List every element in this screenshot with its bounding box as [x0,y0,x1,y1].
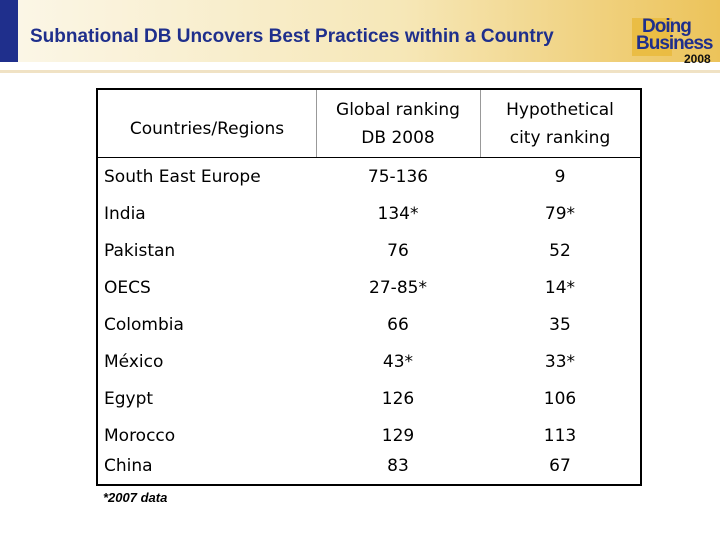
doing-business-logo: Doing Business 2008 [632,14,718,66]
header-hypothetical-city-ranking: Hypothetical city ranking [480,90,640,157]
cell-country: Colombia [104,314,184,335]
logo-box [632,18,672,56]
logo-word-doing: Doing [642,16,692,37]
table-row: India 134* 79* [98,195,640,232]
cell-global-ranking: 75-136 [367,166,429,187]
cell-country: OECS [104,277,151,298]
cell-global-ranking: 66 [387,314,409,335]
cell-global-ranking: 134* [377,203,419,224]
cell-city-ranking: 106 [543,388,577,409]
table-row: China 83 67 [98,447,640,484]
cell-country: México [104,351,164,372]
header-divider [98,157,640,158]
cell-global-ranking: 76 [387,240,409,261]
logo-word-business: Business [636,33,713,54]
header-global-line2: DB 2008 [361,127,435,148]
rankings-table: Countries/Regions Global ranking DB 2008… [96,88,642,486]
table-row: OECS 27-85* 14* [98,269,640,306]
table-row: Egypt 126 106 [98,380,640,417]
cell-global-ranking: 83 [387,455,409,476]
cell-city-ranking: 14* [544,277,576,298]
table-row: Morocco 129 113 [98,417,640,454]
cell-global-ranking: 27-85* [369,277,427,298]
cell-global-ranking: 126 [381,388,415,409]
cell-city-ranking: 79* [544,203,576,224]
table-row: Pakistan 76 52 [98,232,640,269]
header-bar: Subnational DB Uncovers Best Practices w… [0,0,720,73]
cell-city-ranking: 33* [544,351,576,372]
cell-city-ranking: 113 [543,425,577,446]
logo-year: 2008 [684,52,711,66]
header-global-ranking: Global ranking DB 2008 [316,90,480,157]
column-divider [316,90,317,157]
cell-country: Morocco [104,425,176,446]
header-global-line1: Global ranking [336,99,460,120]
cell-city-ranking: 35 [549,314,571,335]
cell-global-ranking: 43* [382,351,414,372]
cell-city-ranking: 67 [549,455,571,476]
table-row: South East Europe 75-136 9 [98,158,640,195]
table-row: México 43* 33* [98,343,640,380]
cell-country: Pakistan [104,240,176,261]
cell-country: South East Europe [104,166,261,187]
cell-global-ranking: 129 [381,425,415,446]
header-accent-block [0,0,18,62]
footnote: *2007 data [103,490,168,505]
header-hypo-line2: city ranking [509,127,611,148]
header-gradient-stripe [18,0,720,62]
cell-city-ranking: 52 [549,240,571,261]
cell-country: India [104,203,146,224]
cell-country: Egypt [104,388,154,409]
column-divider [480,90,481,157]
header-countries-regions: Countries/Regions [129,119,285,139]
slide-title: Subnational DB Uncovers Best Practices w… [30,26,554,47]
table-row: Colombia 66 35 [98,306,640,343]
cell-city-ranking: 9 [554,166,566,187]
header-hypo-line1: Hypothetical [506,99,614,120]
cell-country: China [104,455,153,476]
